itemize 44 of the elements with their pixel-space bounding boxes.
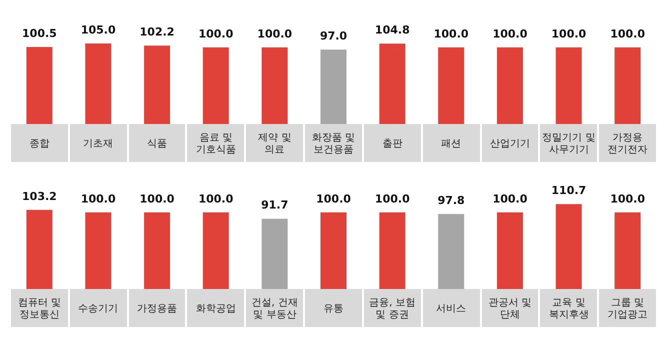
x-tick-label: 음료 및 기호식품 xyxy=(196,132,236,156)
data-label: 100.0 xyxy=(140,192,175,206)
x-tick-label: 그룹 및 기업광고 xyxy=(608,298,648,320)
x-tick-label: 제약 및 의료 xyxy=(258,132,292,156)
x-tick-label: 건설, 건재 및 부동산 xyxy=(252,298,298,320)
data-label: 100.0 xyxy=(198,192,234,206)
data-label: 100.0 xyxy=(434,27,469,40)
x-tick-label: 패션 xyxy=(441,138,462,150)
data-label: 97.8 xyxy=(438,194,465,208)
x-tick-label: 컴퓨터 및 정보통신 xyxy=(18,298,62,320)
x-tick-label: 화학공업 xyxy=(196,304,236,314)
x-tick-label: 산업기기 xyxy=(490,138,530,150)
data-label: 100.5 xyxy=(22,26,57,40)
data-label: 100.0 xyxy=(257,27,292,40)
data-label: 100.0 xyxy=(551,27,587,40)
data-label: 103.2 xyxy=(22,190,57,203)
data-label: 91.7 xyxy=(261,198,288,212)
x-tick-label: 출판 xyxy=(382,138,402,150)
x-tick-label: 서비스 xyxy=(436,304,466,314)
data-label: 97.0 xyxy=(320,30,348,43)
data-label: 100.0 xyxy=(80,192,116,206)
x-tick-label: 식품 xyxy=(147,138,168,150)
x-tick-label: 기초재 xyxy=(83,138,114,150)
x-tick-label: 종합 xyxy=(29,138,50,150)
x-tick-label: 유통 xyxy=(324,304,344,314)
x-tick-label: 가정용 전기전자 xyxy=(608,132,648,156)
data-label: 100.0 xyxy=(492,192,528,206)
data-label: 100.0 xyxy=(316,192,352,206)
data-label: 100.0 xyxy=(492,27,528,40)
data-label: 105.0 xyxy=(80,24,116,36)
x-tick-label: 화장품 및 보건용품 xyxy=(312,132,356,156)
data-label: 102.2 xyxy=(140,26,174,39)
x-tick-label: 관공서 및 단체 xyxy=(488,298,532,320)
data-label: 100.0 xyxy=(610,192,646,206)
x-tick-label: 교육 및 복지후생 xyxy=(548,298,589,320)
data-label: 104.8 xyxy=(374,24,410,37)
x-tick-label: 수송기기 xyxy=(78,304,118,314)
x-tick-label: 금융, 보험 및 증권 xyxy=(369,298,416,320)
data-label: 100.0 xyxy=(374,192,410,206)
x-tick-label: 정밀기기 및 사무기기 xyxy=(542,132,596,156)
x-tick-label: 가정용품 xyxy=(137,304,178,314)
data-label: 100.0 xyxy=(198,27,234,40)
data-label: 110.7 xyxy=(551,184,586,198)
data-label: 100.0 xyxy=(610,27,646,40)
